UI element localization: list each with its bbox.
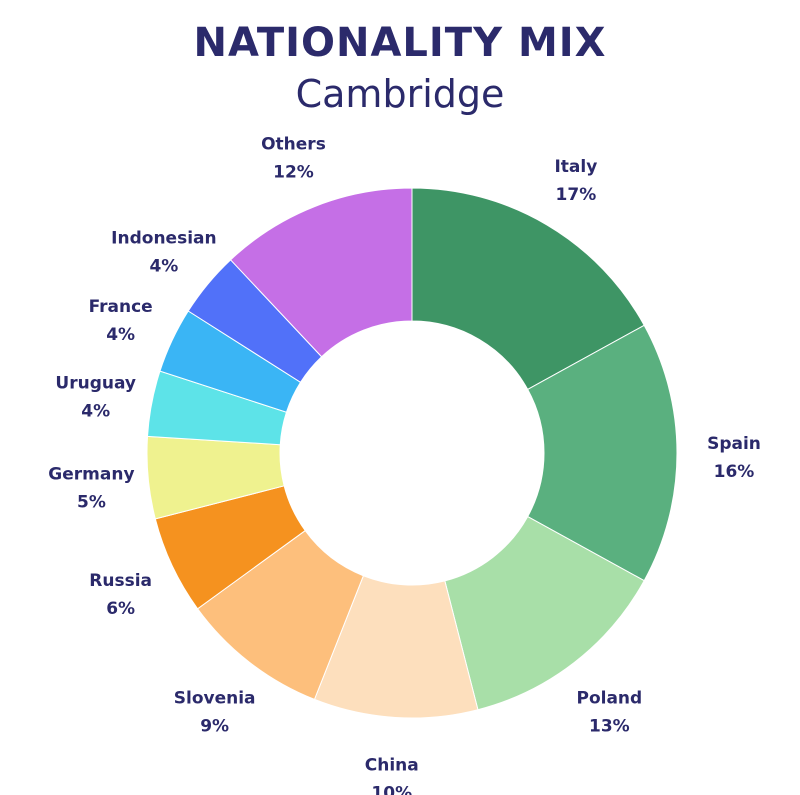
slice-label: France	[89, 297, 153, 317]
chart-subtitle: Cambridge	[295, 72, 505, 116]
slice-label: Indonesian	[111, 229, 216, 249]
slice-value-label: 10%	[371, 783, 412, 795]
slice-label: Italy	[554, 157, 597, 177]
slice-italy	[411, 187, 645, 391]
slice-value-label: 17%	[556, 185, 597, 205]
slices-layer	[146, 187, 678, 719]
slice-label: Uruguay	[55, 374, 136, 394]
slice-label: Spain	[707, 434, 761, 454]
chart-title: NATIONALITY MIX	[193, 20, 607, 66]
slice-label: Germany	[48, 464, 134, 484]
slice-value-label: 6%	[106, 599, 135, 619]
slice-value-label: 4%	[149, 257, 178, 277]
slice-value-label: 4%	[106, 325, 135, 345]
slice-value-label: 13%	[589, 716, 630, 736]
slice-value-label: 12%	[273, 163, 314, 183]
slice-label: Others	[261, 135, 326, 155]
slice-value-label: 16%	[714, 462, 755, 482]
slice-value-label: 5%	[77, 492, 106, 512]
slice-label: Russia	[89, 571, 152, 591]
slice-label: China	[365, 755, 419, 775]
labels-layer: Italy 17% Spain 16% Poland 13% China 10% Sloveni…	[48, 135, 761, 795]
slice-spain	[526, 324, 678, 582]
slice-others	[229, 187, 413, 358]
slice-label: Poland	[576, 688, 642, 708]
slice-value-label: 4%	[81, 402, 110, 422]
slice-value-label: 9%	[200, 716, 229, 736]
slice-label: Slovenia	[174, 688, 256, 708]
